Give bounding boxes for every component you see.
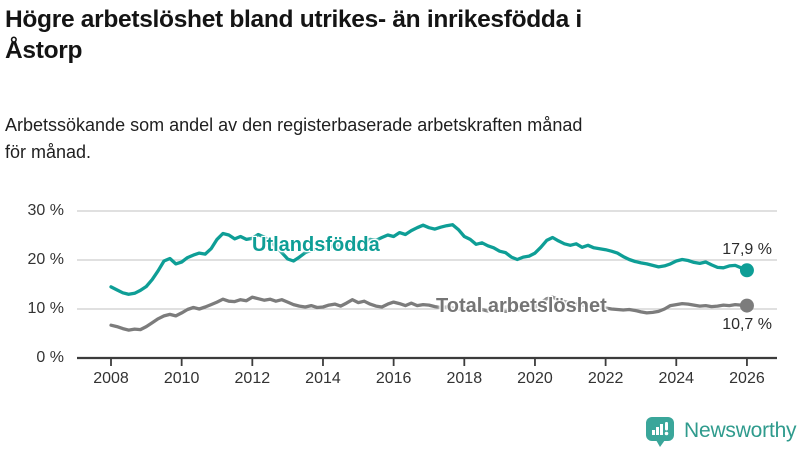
newsworthy-logo[interactable]: Newsworthy [645,416,797,449]
chart-subtitle: Arbetssökande som andel av den registerb… [5,112,793,166]
y-tick-label: 30 % [27,202,64,219]
end-value-label-total: 10,7 % [722,316,772,333]
series-label-total-arbetsloshet: Total arbetslöshet [436,295,607,317]
x-tick-label: 2024 [658,370,695,387]
series-end-dot-total [739,298,754,313]
x-tick-label: 2022 [587,370,624,387]
y-tick-label: 10 % [27,300,64,317]
x-tick-label: 2014 [305,370,341,387]
series-end-dot-utlandsfodda [739,263,754,278]
newsworthy-wordmark: Newsworthy [684,419,797,442]
x-tick-label: 2016 [375,370,412,387]
y-tick-label: 20 % [27,251,64,268]
series-line-total [109,295,749,332]
y-tick-label: 0 % [36,349,64,366]
subtitle-line-1: Arbetssökande som andel av den registerb… [5,115,583,135]
title-line-1: Högre arbetslöshet bland utrikes- än inr… [5,6,582,33]
speech-bubble-bar-chart-icon [646,417,674,447]
series-label-utlandsfodda: Utlandsfödda [252,234,380,256]
page-title: Högre arbetslöshet bland utrikes- än inr… [5,4,793,66]
x-tick-label: 2008 [93,370,129,387]
series-line-utlandsfodda [109,223,749,296]
x-tick-label: 2010 [163,370,200,387]
end-value-label-utlandsfodda: 17,9 % [722,241,772,258]
x-tick-label: 2020 [517,370,553,387]
x-tick-label: 2026 [729,370,765,387]
subtitle-line-2: för månad. [5,142,92,162]
title-line-2: Åstorp [5,37,83,64]
x-tick-label: 2012 [234,370,271,387]
x-tick-label: 2018 [446,370,483,387]
